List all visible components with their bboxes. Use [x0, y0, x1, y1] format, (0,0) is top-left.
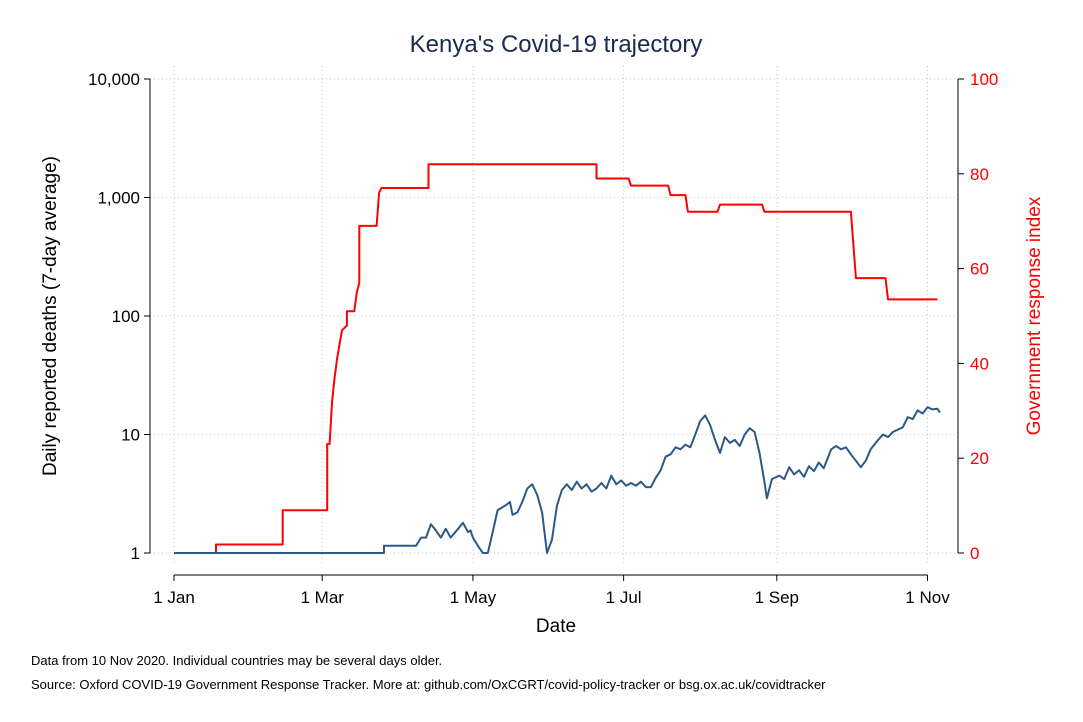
axes: [149, 79, 959, 576]
y-right-axis-label: Government response index: [1024, 196, 1045, 435]
x-tick-label-4: 1 Sep: [755, 588, 799, 607]
y-left-tick-label-4: 10,000: [88, 70, 140, 89]
y-left-tick-label-3: 1,000: [97, 189, 140, 208]
chart-title: Kenya's Covid-19 trajectory: [410, 31, 703, 58]
footnote-data-date: Data from 10 Nov 2020. Individual countr…: [31, 653, 443, 668]
x-tick-label-0: 1 Jan: [153, 588, 195, 607]
x-tick-label-3: 1 Jul: [606, 588, 642, 607]
y-left-tick-label-2: 100: [112, 307, 140, 326]
grid: [150, 66, 958, 564]
x-tick-label-1: 1 Mar: [300, 588, 344, 607]
ticks: 1 10 100 1,000 10,000 0 20 40 60 80 100 1 Jan 1 Mar 1…: [88, 70, 998, 607]
y-left-tick-label-0: 1: [131, 544, 140, 563]
series: [174, 163, 941, 554]
y-left-tick-label-1: 10: [121, 426, 140, 445]
series-line-deaths: [174, 406, 941, 554]
x-axis-label: Date: [536, 616, 576, 637]
y-right-tick-label-2: 40: [970, 354, 989, 373]
y-right-tick-label-0: 0: [970, 544, 979, 563]
y-right-tick-label-3: 60: [970, 260, 989, 279]
y-right-tick-label-1: 20: [970, 449, 989, 468]
x-tick-label-2: 1 May: [450, 588, 497, 607]
footnote-source: Source: Oxford COVID-19 Government Respo…: [31, 677, 826, 692]
y-left-axis-label: Daily reported deaths (7-day average): [40, 156, 61, 476]
series-line-response-index: [174, 163, 938, 554]
y-right-tick-label-4: 80: [970, 165, 989, 184]
x-tick-label-5: 1 Nov: [905, 588, 950, 607]
y-right-tick-label-5: 100: [970, 70, 998, 89]
